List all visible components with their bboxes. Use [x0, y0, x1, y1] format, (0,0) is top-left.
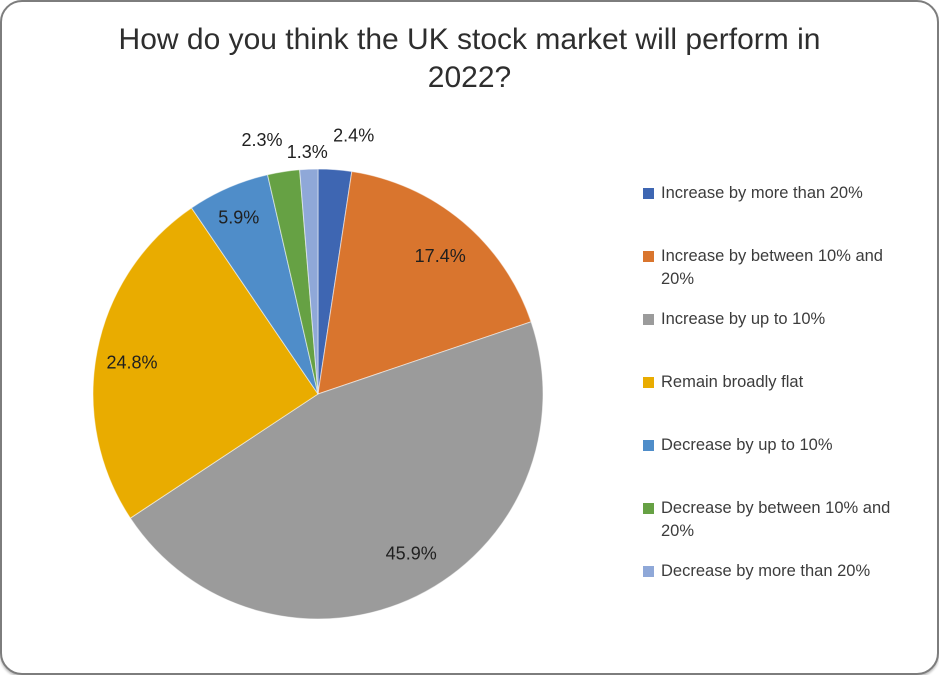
slice-label-3: 24.8% — [106, 352, 157, 372]
pie-slice-2 — [129, 321, 544, 620]
slice-label-4: 5.9% — [218, 208, 259, 228]
legend-label: Increase by between 10% and 20% — [661, 247, 883, 288]
legend-swatch-icon — [643, 251, 654, 262]
slice-label-5: 2.3% — [241, 130, 282, 150]
pie-slice-3 — [92, 207, 319, 519]
legend-swatch-icon — [643, 566, 654, 577]
legend-item-6: Decrease by more than 20% — [643, 560, 915, 623]
legend-item-0: Increase by more than 20% — [643, 182, 915, 245]
pie-slice-6 — [299, 168, 319, 395]
slice-label-2: 45.9% — [386, 544, 437, 564]
legend-swatch-icon — [643, 440, 654, 451]
legend-swatch-icon — [643, 503, 654, 514]
legend-label: Remain broadly flat — [661, 373, 804, 391]
legend-label: Decrease by up to 10% — [661, 436, 833, 454]
slice-label-1: 17.4% — [415, 246, 466, 266]
slice-label-6: 1.3% — [287, 142, 328, 162]
legend-item-3: Remain broadly flat — [643, 371, 915, 434]
legend-label: Decrease by more than 20% — [661, 562, 871, 580]
chart-title: How do you think the UK stock market wil… — [118, 23, 821, 94]
legend-swatch-icon — [643, 314, 654, 325]
chart-legend: Increase by more than 20% Increase by bet… — [643, 172, 915, 623]
legend-item-1: Increase by between 10% and 20% — [643, 245, 915, 308]
legend-item-5: Decrease by between 10% and 20% — [643, 497, 915, 560]
legend-item-2: Increase by up to 10% — [643, 308, 915, 371]
legend-swatch-icon — [643, 188, 654, 199]
legend-label: Increase by up to 10% — [661, 310, 826, 328]
slice-label-0: 2.4% — [333, 126, 374, 146]
pie-slice-1 — [317, 170, 532, 395]
legend-label: Decrease by between 10% and 20% — [661, 499, 891, 540]
legend-item-4: Decrease by up to 10% — [643, 434, 915, 497]
legend-label: Increase by more than 20% — [661, 184, 863, 202]
legend-swatch-icon — [643, 377, 654, 388]
